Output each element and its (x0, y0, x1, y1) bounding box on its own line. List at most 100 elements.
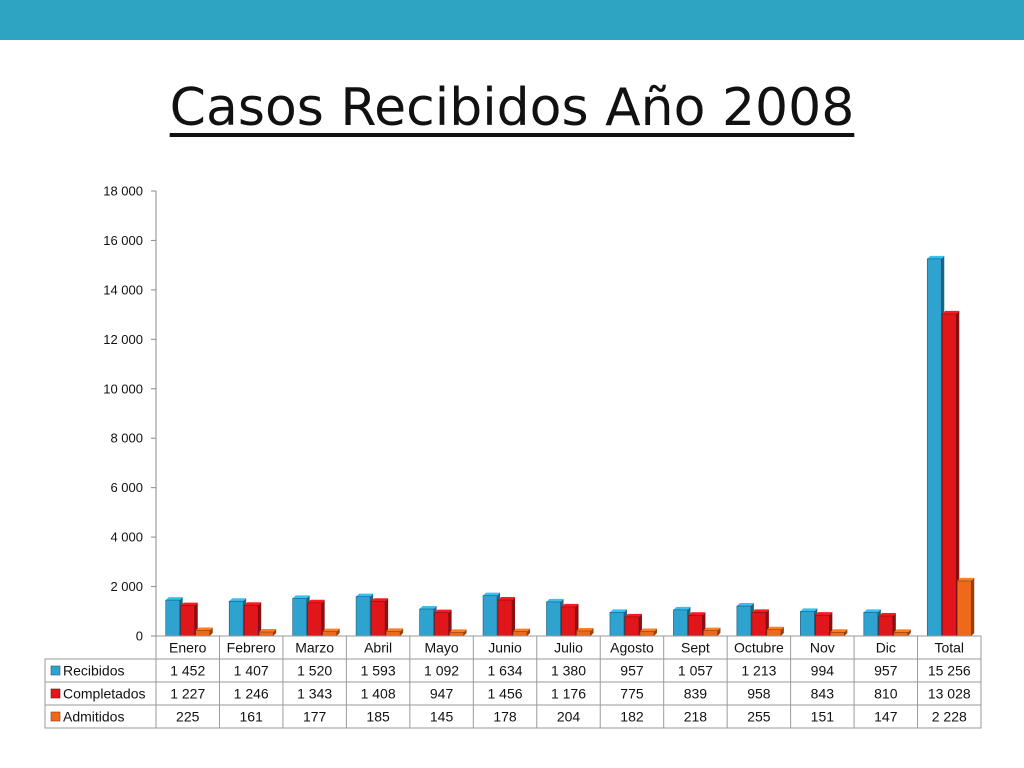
category-label: Marzo (295, 640, 334, 656)
bar-side-completados (892, 612, 896, 636)
data-value-label: 1 380 (551, 663, 586, 679)
data-value-label: 1 407 (234, 663, 269, 679)
bar-top-recibidos (673, 606, 691, 610)
top-accent-band (0, 0, 1024, 40)
slide-title-text: Casos Recibidos Año 2008 (169, 78, 855, 138)
data-value-label: 947 (430, 686, 454, 702)
data-value-label: 218 (684, 709, 708, 725)
bar-side-admitidos (209, 627, 213, 636)
bar-completados (688, 614, 703, 637)
bar-side-admitidos (907, 629, 911, 636)
bar-recibidos (736, 605, 752, 637)
legend-series-name: Recibidos (63, 663, 124, 679)
bar-top-completados (244, 602, 262, 606)
bar-admitidos (956, 580, 972, 637)
data-value-label: 182 (620, 709, 644, 725)
data-value-label: 1 634 (488, 663, 523, 679)
y-tick-label: 18 000 (103, 184, 143, 199)
data-value-label: 843 (811, 686, 835, 702)
y-tick-label: 12 000 (103, 332, 143, 347)
bar-top-completados (180, 602, 198, 606)
bar-top-admitidos (259, 629, 277, 633)
bar-top-admitidos (957, 577, 975, 581)
bar-top-admitidos (576, 627, 594, 631)
legend-key-admitidos (50, 711, 61, 722)
bar-admitidos (258, 631, 274, 637)
category-label: Dic (876, 640, 896, 656)
bar-completados (561, 606, 576, 637)
bar-admitidos (195, 630, 211, 637)
bar-top-completados (498, 597, 516, 601)
bar-side-admitidos (717, 627, 721, 636)
data-value-label: 1 452 (170, 663, 205, 679)
data-value-label: 1 593 (361, 663, 396, 679)
bar-completados (624, 616, 640, 637)
bar-admitidos (512, 631, 528, 637)
category-label: Mayo (424, 640, 458, 656)
bar-top-recibidos (165, 597, 183, 601)
bar-completados (878, 615, 894, 637)
bar-top-admitidos (513, 628, 531, 632)
data-value-label: 225 (176, 709, 200, 725)
bar-side-admitidos (844, 629, 848, 636)
bar-completados (434, 612, 449, 637)
data-value-label: 204 (557, 709, 581, 725)
bar-top-recibidos (419, 606, 437, 610)
y-tick-label: 6 000 (110, 480, 143, 495)
bar-side-completados (194, 602, 198, 636)
data-value-label: 185 (366, 709, 390, 725)
bar-admitidos (322, 631, 337, 637)
bar-top-recibidos (609, 609, 627, 613)
data-value-label: 839 (684, 686, 708, 702)
data-value-label: 1 456 (488, 686, 523, 702)
data-value-label: 1 092 (424, 663, 459, 679)
bar-completados (815, 614, 830, 637)
category-label: Abril (364, 640, 392, 656)
bar-top-recibidos (356, 593, 374, 597)
bar-top-recibidos (546, 598, 564, 602)
bar-top-admitidos (386, 628, 404, 632)
bar-top-recibidos (863, 609, 881, 613)
y-tick-label: 2 000 (110, 579, 143, 594)
bar-side-admitidos (590, 627, 594, 636)
bar-top-admitidos (893, 629, 911, 633)
data-value-label: 255 (747, 709, 771, 725)
y-tick-label: 0 (136, 629, 143, 644)
bar-top-completados (307, 599, 325, 603)
bar-top-recibidos (736, 603, 754, 607)
bar-top-completados (751, 609, 769, 613)
bar-top-recibidos (483, 592, 501, 596)
bar-side-admitidos (400, 628, 404, 636)
bar-side-completados (385, 598, 389, 636)
bar-admitidos (766, 629, 782, 637)
bar-top-completados (688, 612, 706, 616)
data-value-label: 1 213 (741, 663, 776, 679)
legend-key-completados (50, 688, 61, 699)
bar-admitidos (449, 632, 464, 637)
category-label: Enero (169, 640, 207, 656)
bar-recibidos (673, 609, 688, 637)
bar-side-completados (829, 612, 833, 636)
category-label: Octubre (734, 640, 784, 656)
bar-recibidos (292, 598, 307, 637)
bar-top-completados (371, 598, 389, 602)
category-label: Total (934, 640, 964, 656)
bar-completados (751, 612, 767, 637)
data-value-label: 1 520 (297, 663, 332, 679)
bar-admitidos (639, 631, 655, 637)
bar-side-completados (448, 609, 452, 636)
data-value-label: 145 (430, 709, 454, 725)
y-tick-label: 4 000 (110, 530, 143, 545)
data-value-label: 958 (747, 686, 771, 702)
y-tick-label: 16 000 (103, 233, 143, 248)
legend-series-name: Admitidos (63, 709, 124, 725)
bar-side-completados (575, 603, 579, 636)
bar-recibidos (800, 611, 815, 637)
data-value-label: 177 (303, 709, 327, 725)
data-value-label: 178 (493, 709, 517, 725)
bar-completados (307, 602, 322, 637)
bar-top-admitidos (322, 628, 340, 632)
bar-side-admitidos (273, 629, 277, 636)
data-value-label: 151 (811, 709, 835, 725)
